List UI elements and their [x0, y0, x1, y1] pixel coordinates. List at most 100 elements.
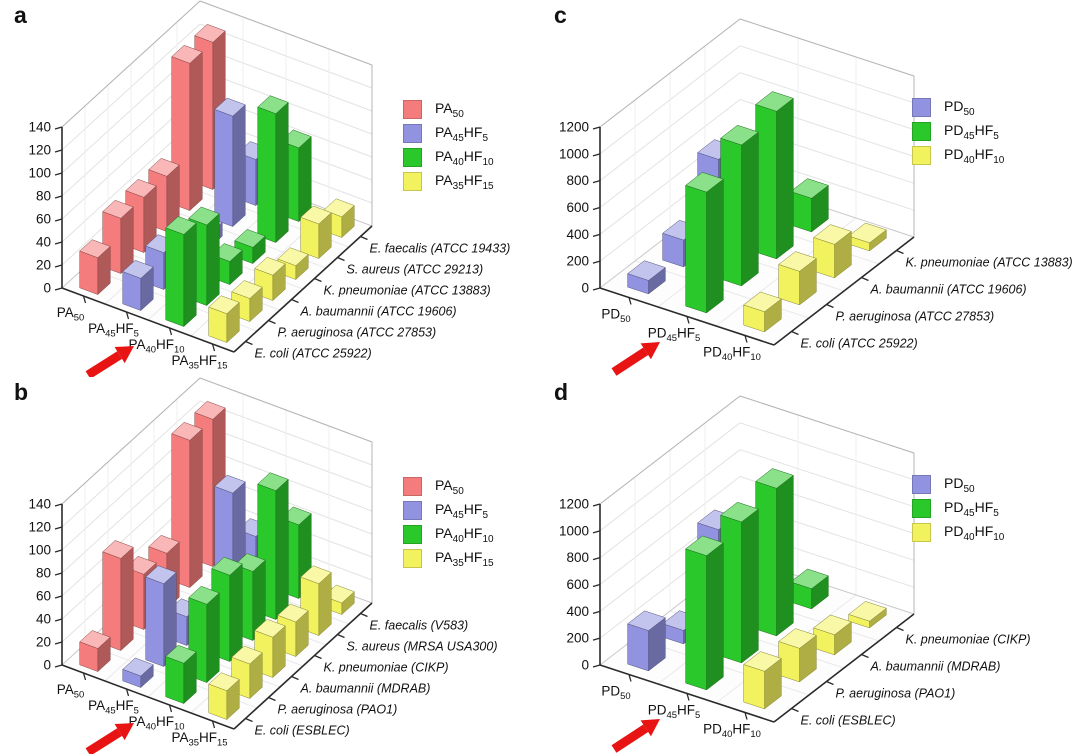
box-edge-back-top	[199, 0, 373, 66]
bar-side-face	[776, 98, 794, 260]
bar-top-face	[214, 97, 246, 117]
strain-label: S. aureus (ATCC 29213)	[347, 263, 484, 277]
y-tick-label: 0	[581, 658, 589, 673]
bar-side-face	[206, 592, 220, 683]
bar-top-face	[188, 206, 220, 226]
strain-tick	[268, 696, 276, 702]
y-tick-label: 1000	[559, 523, 589, 538]
subscript: 50	[452, 485, 464, 497]
strain-tick	[337, 256, 345, 262]
bar-PD_40_HF_10-row1	[778, 628, 817, 683]
strain-label: A. baumannii (MDRAB)	[870, 660, 1001, 674]
bar-top-face	[685, 172, 724, 193]
x-tick	[82, 672, 87, 681]
y-tick-label: 1200	[559, 497, 589, 512]
depth-axis	[233, 225, 373, 353]
y-tick	[54, 572, 63, 576]
y-tick-label: 60	[36, 589, 51, 604]
strain-tick	[337, 633, 345, 639]
subscript: 5	[482, 509, 488, 521]
bar-front-face	[720, 137, 742, 287]
subscript: 40	[452, 156, 464, 168]
arrow-head	[114, 346, 134, 364]
strain-tick	[896, 249, 904, 255]
bar-PD_40_HF_10-row2	[813, 224, 852, 279]
panel-letter-b: b	[14, 379, 29, 405]
legend-item: PD50	[912, 474, 1004, 495]
panel-b: 0 20 40 60 80 100 120 140 PA50 PA45HF5 PA40HF10 PA3…	[0, 377, 540, 754]
strain-label: A. baumannii (MDRAB)	[300, 682, 431, 696]
y-tick-label: 800	[566, 173, 589, 188]
bar-PA_40_HF_10-row4	[257, 95, 289, 243]
category-label: PA35HF15	[171, 730, 227, 749]
category-label: PD50	[601, 684, 630, 703]
arrow-shaft	[85, 351, 123, 377]
legend-item: PD40HF10	[912, 523, 1004, 542]
bar-PD_40_HF_10-row2	[813, 614, 852, 656]
bar-top-face	[755, 468, 794, 489]
legend-label: PA35HF15	[435, 171, 494, 192]
box-edge-back-top	[199, 377, 373, 443]
bars	[627, 91, 887, 333]
y-tick	[54, 218, 63, 222]
bar-PA_45_HF_5-row4	[214, 97, 246, 227]
bar-PA_45_HF_5-row0	[122, 260, 154, 311]
bar-front-face	[145, 576, 165, 667]
legend-item: PD40HF10	[912, 146, 1004, 165]
x-tick	[168, 704, 173, 713]
subscript: 45	[452, 132, 464, 144]
bar-top-face	[79, 630, 111, 649]
strain-label: E. faecalis (V583)	[370, 619, 469, 633]
bar-front-face	[165, 227, 185, 327]
legend-item: PD45HF5	[912, 122, 1004, 142]
strain-tick	[896, 626, 904, 632]
y-tick	[54, 618, 63, 622]
bar-top-face	[277, 247, 309, 266]
bar-side-face	[189, 51, 203, 211]
legend-a: PA50 PA45HF5 PA40HF10 PA35HF15	[403, 100, 494, 192]
bar-PA_40_HF_10-row0	[165, 216, 197, 327]
y-tick-label: 400	[566, 604, 589, 619]
bar-top-face	[277, 603, 309, 623]
y-tick	[592, 260, 601, 264]
bar-side-face	[183, 222, 197, 327]
legend-label: PD50	[944, 474, 975, 495]
y-tick-label: 40	[36, 612, 51, 627]
y-tick	[54, 549, 63, 553]
y-tick-label: 0	[43, 281, 51, 296]
x-axis	[61, 287, 235, 353]
legend-swatch	[403, 124, 422, 143]
subscript: 35	[452, 180, 464, 192]
strain-tick	[291, 298, 299, 304]
arrow-shaft	[85, 728, 123, 754]
strain-tick	[791, 707, 799, 713]
bar-top-face	[627, 260, 666, 281]
strain-label: P. aeruginosa (PAO1)	[278, 703, 398, 717]
category-label: PA50	[57, 305, 85, 324]
bar-PD_45_HF_5-row0	[685, 535, 724, 691]
legend-swatch	[403, 100, 422, 119]
legend-item: PA35HF15	[403, 171, 494, 192]
y-tick-label: 1000	[559, 146, 589, 161]
subscript: 45	[963, 130, 975, 142]
y-tick-label: 200	[566, 254, 589, 269]
category-label: PD50	[601, 307, 630, 326]
bar-side-face	[275, 479, 289, 620]
legend-label: PD50	[944, 97, 975, 118]
bar-side-face	[232, 104, 246, 227]
legend-label: PA40HF10	[435, 147, 494, 168]
bar-PD_45_HF_5-row1	[720, 124, 759, 287]
y-tick-label: 600	[566, 577, 589, 592]
strain-label: K. pneumoniae (CIKP)	[906, 633, 1031, 647]
x-tick	[168, 327, 173, 336]
gridline-y-back-wall	[739, 449, 915, 508]
x-tick	[686, 316, 690, 324]
bar-PA_35_HF_15-row0	[208, 295, 240, 343]
gridline-y-back-wall	[739, 422, 915, 481]
bar-front-face	[79, 250, 99, 295]
bar-top-face	[720, 501, 759, 523]
bar-top-face	[257, 95, 289, 114]
strain-label: E. coli (ATCC 25922)	[801, 337, 918, 351]
depth-axis	[773, 613, 915, 723]
